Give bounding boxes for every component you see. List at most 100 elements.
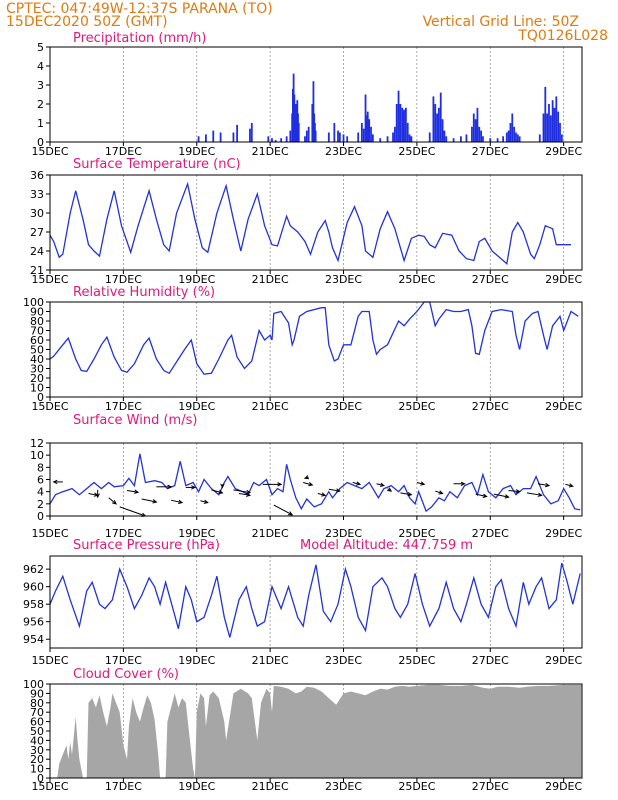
precip-bar [496, 138, 499, 142]
pressure-xtick-label: 21DEC [252, 654, 289, 667]
wind-arrow-head [460, 481, 466, 486]
pressure-annotation: Model Altitude: 447.759 m [300, 538, 473, 553]
temp-xtick-label: 25DEC [398, 273, 435, 286]
cloud-ytick-label: 70 [30, 706, 44, 719]
wind-arrow-head [308, 481, 314, 487]
wind-arrow-head [277, 482, 283, 487]
precip-bar [555, 96, 558, 142]
precip-bar [379, 138, 382, 142]
precip-bar [364, 94, 367, 142]
precip-xtick-label: 17DEC [105, 145, 142, 158]
cloud-xtick-label: 17DEC [105, 780, 142, 793]
precip-bar [480, 130, 483, 142]
temp-xtick-label: 19DEC [178, 273, 215, 286]
precip-xtick-label: 29DEC [545, 145, 582, 158]
temp-frame [49, 174, 583, 271]
cloud-ytick-label: 50 [30, 725, 44, 738]
precip-bar [357, 132, 360, 142]
wind-arrow [211, 489, 223, 494]
temp-title: Surface Temperature (nC) [73, 157, 241, 172]
wind-ytick-label: 0 [37, 510, 44, 523]
rh-xtick-label: 19DEC [178, 400, 215, 413]
wind-ytick-label: 4 [37, 486, 44, 499]
wind-xtick-label: 19DEC [178, 527, 215, 540]
precip-bar [395, 104, 398, 142]
wind-arrow-head [420, 481, 426, 486]
precip-title: Precipitation (mm/h) [73, 31, 206, 46]
precip-bar [478, 126, 481, 142]
pressure-xtick-label: 17DEC [105, 654, 142, 667]
wind-arrow [119, 506, 146, 517]
precip-bar [507, 130, 510, 142]
precip-bar [327, 132, 330, 142]
rh-xtick-label: 25DEC [398, 400, 435, 413]
pressure-ytick-label: 960 [23, 581, 44, 594]
precip-bar [337, 130, 339, 142]
rh-xtick-label: 15DEC [31, 400, 68, 413]
precip-bar [236, 124, 239, 142]
precip-xtick-label: 25DEC [398, 145, 435, 158]
precip-bar [249, 128, 251, 142]
pressure-ytick-label: 954 [23, 633, 44, 646]
wind-arrow-head [438, 490, 444, 495]
run-date-header: 15DEC2020 50Z (GMT) [6, 14, 168, 30]
cloud-ytick-label: 10 [30, 763, 44, 776]
wind-xtick-label: 25DEC [398, 527, 435, 540]
precip-bar [511, 113, 514, 142]
temp-ytick-label: 24 [30, 245, 44, 258]
cloud-ytick-label: 30 [30, 744, 44, 757]
precip-bar [443, 130, 446, 142]
wind-arrow [435, 490, 443, 494]
precip-bar [546, 113, 549, 142]
wind-xtick-label: 17DEC [105, 527, 142, 540]
rh-line [49, 301, 579, 375]
wind-ytick-label: 8 [37, 461, 44, 474]
precip-bar [538, 134, 541, 142]
temp-ytick-label: 27 [30, 226, 44, 239]
wind-arrow-head [545, 482, 551, 488]
rh-ytick-label: 20 [30, 372, 44, 385]
precip-bar [549, 115, 552, 142]
wind-arrow-head [220, 483, 225, 489]
precip-bar [406, 123, 409, 142]
precip-bar [434, 104, 437, 142]
precip-bar [333, 123, 336, 142]
precip-bar [452, 138, 455, 142]
precip-bar [548, 104, 550, 142]
precip-bar [445, 136, 448, 142]
precip-bar [436, 113, 438, 142]
rh-ytick-label: 40 [30, 353, 44, 366]
wind-xtick-label: 21DEC [252, 527, 289, 540]
precip-bar [285, 136, 288, 142]
pressure-title: Surface Pressure (hPa) [73, 538, 220, 553]
temp-xtick-label: 15DEC [31, 273, 68, 286]
precip-bar [397, 90, 400, 142]
grid-line-header: Vertical Grid Line: 50Z [423, 14, 579, 30]
precip-xtick-label: 27DEC [472, 145, 509, 158]
rh-ytick-label: 30 [30, 363, 44, 376]
rh-ytick-label: 100 [23, 296, 44, 309]
precip-bar [472, 113, 475, 142]
precip-xtick-label: 15DEC [31, 145, 68, 158]
wind-arrow [200, 500, 208, 504]
pressure-xtick-label: 23DEC [325, 654, 362, 667]
precip-bar [516, 134, 519, 142]
wind-arrow-head [95, 493, 100, 499]
wind-arrow-head [379, 482, 385, 487]
wind-ytick-label: 10 [30, 449, 44, 462]
precip-bar [438, 107, 440, 142]
wind-arrow-head [482, 493, 488, 498]
wind-arrow-head [568, 483, 574, 488]
wind-arrow-head [152, 499, 158, 504]
pressure-xtick-label: 15DEC [31, 654, 68, 667]
rh-xtick-label: 21DEC [252, 400, 289, 413]
precip-bar [297, 123, 300, 142]
cloud-ytick-label: 20 [30, 753, 44, 766]
rh-frame [49, 301, 583, 398]
wind-arrow-head [203, 499, 209, 504]
precip-ytick-label: 2 [37, 98, 44, 111]
rh-ytick-label: 60 [30, 334, 44, 347]
wind-arrow [317, 493, 326, 496]
